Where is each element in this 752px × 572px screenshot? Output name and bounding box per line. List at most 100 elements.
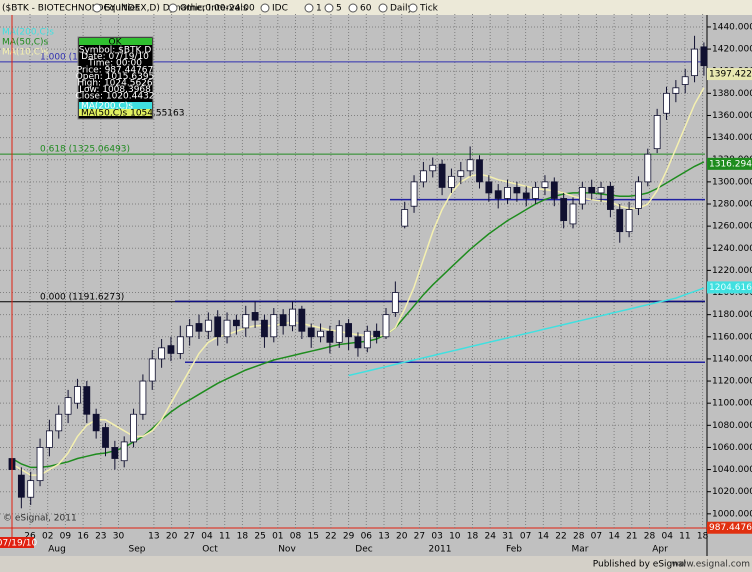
x-tick-label: 15 — [307, 532, 318, 542]
y-tick-label: 1180.000000 — [712, 310, 752, 320]
month-label: Nov — [278, 545, 296, 555]
candle-body — [36, 447, 44, 482]
candle-body — [550, 181, 558, 199]
x-tick-label: 18 — [697, 532, 709, 542]
toolbar-item: 60 — [360, 4, 372, 14]
toolbar-icon — [348, 3, 358, 13]
ma-line — [348, 287, 705, 377]
toolbar-item: Daily — [390, 4, 413, 14]
cursor-date: 07/19/10 — [0, 539, 37, 549]
candle-body — [457, 170, 465, 177]
info-row: Low: 1008.3968 — [79, 85, 151, 95]
candle-body — [644, 153, 652, 183]
candle-body — [373, 330, 381, 338]
info-row: Time: 00:00 — [87, 59, 142, 69]
y-tick-label: 1260.000000 — [712, 222, 752, 232]
candle-body — [560, 198, 568, 221]
candle-body — [204, 319, 212, 332]
ma50-row-bg — [79, 109, 152, 116]
toolbar-icon — [168, 3, 178, 13]
candle-body — [289, 308, 296, 327]
candle-body — [504, 186, 511, 199]
candle-body — [653, 115, 661, 150]
x-tick-label: 04 — [661, 532, 673, 542]
candle-body — [681, 76, 689, 85]
x-tick-label: 13 — [378, 532, 389, 542]
x-tick-label: 14 — [608, 532, 620, 542]
toolbar-item: Equities — [104, 4, 140, 14]
candle-body — [410, 181, 418, 207]
window-title: ($BTK - BIOTECHNOLOGY INDEX,D) Dynamic,0… — [2, 4, 255, 14]
x-tick-label: 30 — [113, 532, 125, 542]
candle-body — [139, 380, 147, 415]
candle-body — [298, 308, 306, 332]
x-tick-label: 11 — [219, 532, 230, 542]
candle-body — [17, 474, 25, 498]
candle-body — [335, 325, 343, 343]
month-label: Oct — [202, 545, 218, 555]
x-tick-label: 06 — [361, 532, 373, 542]
plot-area: 1000.000000 1020.000000 1040.000000 1060.00… — [0, 14, 752, 555]
candle-body — [382, 314, 390, 338]
x-tick-label: 16 — [77, 532, 89, 542]
toolbar-item: Tick — [419, 4, 439, 14]
candle-body — [485, 181, 493, 194]
x-tick-label: 03 — [431, 532, 442, 542]
cursor-date-box — [0, 537, 34, 548]
x-tick-label: 21 — [626, 532, 637, 542]
toolbar-item: Other Intervals — [180, 4, 248, 14]
candle-body — [448, 175, 455, 188]
candle-body — [270, 314, 278, 338]
x-tick-label: 20 — [166, 532, 178, 542]
x-tick-label: 02 — [42, 532, 53, 542]
y-tick-label: 1140.000000 — [712, 354, 752, 364]
candle-body — [326, 330, 334, 343]
toolbar-icon — [324, 3, 334, 13]
candle-body — [111, 447, 119, 459]
candle-body — [279, 314, 287, 327]
candle-body — [158, 347, 166, 360]
candle-body — [46, 430, 53, 448]
candle-body — [625, 209, 633, 233]
toolbar-icon — [304, 3, 314, 13]
ma-row: MA(50,C)s 1054.55163 — [81, 109, 185, 119]
candle-body — [691, 48, 698, 77]
candle-body — [429, 164, 437, 172]
x-tick-label: 07 — [591, 532, 602, 542]
y-tick-label: 1060.000000 — [712, 443, 752, 453]
info-row: Close: 1020.4432 — [75, 92, 154, 102]
toolbar-item: IDC — [272, 4, 288, 14]
price-label-bg — [707, 281, 752, 294]
fib-label: 1.000 (140 — [40, 52, 90, 62]
y-tick-label: 1420.000000 — [712, 45, 752, 55]
ma200-row-bg — [79, 102, 152, 109]
candle-body — [476, 159, 483, 183]
toolbar — [0, 0, 752, 15]
candle-body — [223, 319, 231, 338]
info-row: High: 1024.5626 — [77, 79, 153, 89]
candle-body — [27, 480, 35, 498]
price-label: 1316.29414 — [709, 159, 752, 169]
y-tick-label: 1220.000000 — [712, 266, 752, 276]
info-row: Symbol: $BTK,D — [79, 46, 152, 56]
candle-body — [578, 186, 586, 205]
candle-body — [541, 181, 549, 188]
legend-entry: MA(50,C)s — [2, 38, 49, 48]
candle-body — [55, 413, 63, 432]
candle-body — [130, 413, 137, 443]
candle-body — [261, 319, 268, 338]
candle-body — [120, 441, 128, 462]
x-tick-label: 14 — [538, 532, 550, 542]
candle-body — [616, 209, 624, 233]
candle-body — [588, 186, 596, 194]
candle-body — [232, 319, 240, 327]
candle-body — [494, 190, 502, 199]
y-tick-label: 1440.000000 — [712, 22, 752, 32]
x-tick-label: 22 — [555, 532, 566, 542]
x-tick-label: 18 — [237, 532, 249, 542]
fib-label: 0.618 (1325.06493) — [40, 145, 130, 155]
price-label: 1204.6165 — [709, 283, 752, 293]
candle-body — [74, 386, 81, 404]
